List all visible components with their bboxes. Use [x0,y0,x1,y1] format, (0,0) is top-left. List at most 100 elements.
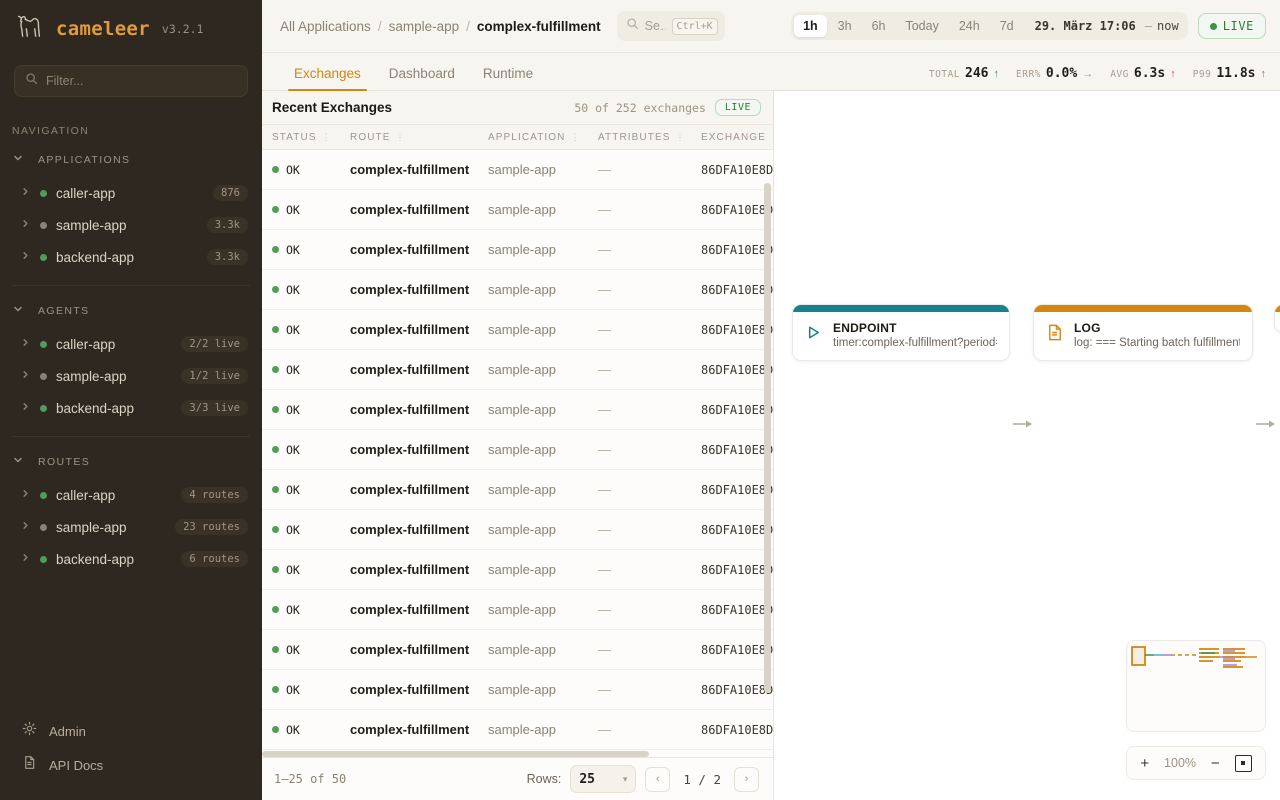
table-row[interactable]: OK complex-fulfillment sample-app — 86DF… [262,430,773,470]
range-24h[interactable]: 24h [958,19,980,33]
chevron-right-icon [20,184,31,202]
chevron-right-icon [20,399,31,417]
column-header-exchange[interactable]: EXCHANGE [701,132,821,143]
top-bar: All Applications / sample-app / complex-… [262,0,1280,53]
table-row[interactable]: OK complex-fulfillment sample-app — 86DF… [262,190,773,230]
status-dot-icon [272,206,279,213]
fit-view-button[interactable] [1234,754,1252,772]
graph-node-endpoint[interactable]: ENDPOINT timer:complex-fulfillment?perio… [792,304,1010,361]
node-subtitle: timer:complex-fulfillment?period=2 [833,337,997,349]
play-icon [804,323,823,347]
graph-zoom-controls: + 100% − [1126,746,1266,780]
sidebar-route-caller-app[interactable]: caller-app 4 routes [0,479,262,511]
tab-dashboard[interactable]: Dashboard [388,66,455,81]
brand[interactable]: cameleer v3.2.1 [0,0,262,57]
panel-title: Recent Exchanges [272,100,393,115]
zoom-in-button[interactable]: + [1140,754,1150,772]
node-content [1275,312,1280,332]
cell-status: OK [272,363,350,377]
search-placeholder: Se… [644,19,666,33]
table-row[interactable]: OK complex-fulfillment sample-app — 86DF… [262,710,773,750]
cell-exchange: 86DFA10E8D [701,522,773,537]
table-row[interactable]: OK complex-fulfillment sample-app — 86DF… [262,270,773,310]
graph-node-log[interactable]: LOG log: === Starting batch fulfillment … [1033,304,1253,361]
table-row[interactable]: OK complex-fulfillment sample-app — 86DF… [262,390,773,430]
node-content: ENDPOINT timer:complex-fulfillment?perio… [793,312,1009,360]
cell-status: OK [272,523,350,537]
breadcrumb-item-current[interactable]: complex-fulfillment [476,18,601,34]
group-header-routes[interactable]: ROUTES [0,445,262,479]
group-header-applications[interactable]: APPLICATIONS [0,143,262,177]
sidebar-item-admin[interactable]: Admin [0,714,262,748]
range-from[interactable]: 29. März 17:06 [1034,19,1136,33]
range-6h[interactable]: 6h [871,19,886,33]
table-row[interactable]: OK complex-fulfillment sample-app — 86DF… [262,230,773,270]
table-row[interactable]: OK complex-fulfillment sample-app — 86DF… [262,630,773,670]
graph-node-next-clipped[interactable] [1274,304,1280,333]
table-row[interactable]: OK complex-fulfillment sample-app — 86DF… [262,470,773,510]
table-vertical-scrollbar[interactable] [764,183,771,693]
column-header-application[interactable]: APPLICATION ⋮ [488,132,598,143]
graph-edge-arrow [1013,419,1035,429]
group-label: ROUTES [38,456,91,468]
sidebar-item-api-docs[interactable]: API Docs [0,748,262,782]
node-subtitle: log: === Starting batch fulfillment cy [1074,337,1240,349]
table-row[interactable]: OK complex-fulfillment sample-app — 86DF… [262,590,773,630]
column-header-status[interactable]: STATUS ⋮ [272,132,350,143]
table-row[interactable]: OK complex-fulfillment sample-app — 86DF… [262,670,773,710]
cell-application: sample-app [488,162,556,177]
exchanges-live-badge[interactable]: LIVE [714,99,761,116]
range-today[interactable]: Today [905,19,939,33]
range-7d[interactable]: 7d [999,19,1014,33]
graph-minimap[interactable] [1126,640,1266,732]
range-to[interactable]: now [1157,19,1179,33]
zoom-out-button[interactable]: − [1210,754,1220,772]
cell-application: sample-app [488,642,556,657]
column-header-attributes[interactable]: ATTRIBUTES ⋮ [598,132,701,143]
table-row[interactable]: OK complex-fulfillment sample-app — 86DF… [262,310,773,350]
tab-runtime[interactable]: Runtime [482,66,534,81]
range-3h[interactable]: 3h [837,19,852,33]
metric-error-rate: ERR% 0.0% → [1016,66,1093,81]
sidebar-route-sample-app[interactable]: sample-app 23 routes [0,511,262,543]
cell-application: sample-app [488,202,556,217]
table-row[interactable]: OK complex-fulfillment sample-app — 86DF… [262,350,773,390]
cell-exchange: 86DFA10E8D [701,322,773,337]
group-label: APPLICATIONS [38,154,131,166]
rows-per-page-select[interactable]: 25 ▾ [570,765,637,793]
next-page-button[interactable]: › [734,766,759,792]
sidebar-item-backend-app[interactable]: backend-app 3.3k [0,241,262,273]
breadcrumb-item-all-applications[interactable]: All Applications [280,18,371,34]
sidebar-filter-wrap [0,57,262,107]
table-horizontal-scrollbar[interactable] [262,751,649,757]
sidebar-agent-backend-app[interactable]: backend-app 3/3 live [0,392,262,424]
trend-up-icon: ↑ [993,68,1000,80]
sidebar-agent-sample-app[interactable]: sample-app 1/2 live [0,360,262,392]
live-toggle[interactable]: LIVE [1197,13,1266,39]
cell-application: sample-app [488,602,556,617]
exchanges-count: 50 of 252 exchanges [574,100,706,115]
cell-exchange: 86DFA10E8D [701,282,773,297]
sidebar-agent-caller-app[interactable]: caller-app 2/2 live [0,328,262,360]
breadcrumb-item-sample-app[interactable]: sample-app [388,18,460,34]
tab-exchanges[interactable]: Exchanges [280,66,375,91]
sidebar-item-caller-app[interactable]: caller-app 876 [0,177,262,209]
global-search[interactable]: Se… Ctrl+K [616,11,725,41]
filter-input[interactable] [46,74,237,88]
sidebar-item-sample-app[interactable]: sample-app 3.3k [0,209,262,241]
table-row[interactable]: OK complex-fulfillment sample-app — 86DF… [262,510,773,550]
group-header-agents[interactable]: AGENTS [0,294,262,328]
sidebar-route-backend-app[interactable]: backend-app 6 routes [0,543,262,575]
sort-icon: ⋮ [570,131,581,142]
table-row[interactable]: OK complex-fulfillment sample-app — 86DF… [262,150,773,190]
table-row[interactable]: OK complex-fulfillment sample-app — 86DF… [262,550,773,590]
status-dot-icon [272,246,279,253]
sidebar-filter[interactable] [14,65,248,97]
node-content: LOG log: === Starting batch fulfillment … [1034,312,1252,360]
cell-application: sample-app [488,362,556,377]
range-1h[interactable]: 1h [794,15,827,37]
column-header-route[interactable]: ROUTE ⋮ [350,132,488,143]
sidebar-item-badge: 3.3k [206,217,248,233]
route-graph-panel[interactable]: ENDPOINT timer:complex-fulfillment?perio… [774,91,1280,800]
prev-page-button[interactable]: ‹ [645,766,671,792]
